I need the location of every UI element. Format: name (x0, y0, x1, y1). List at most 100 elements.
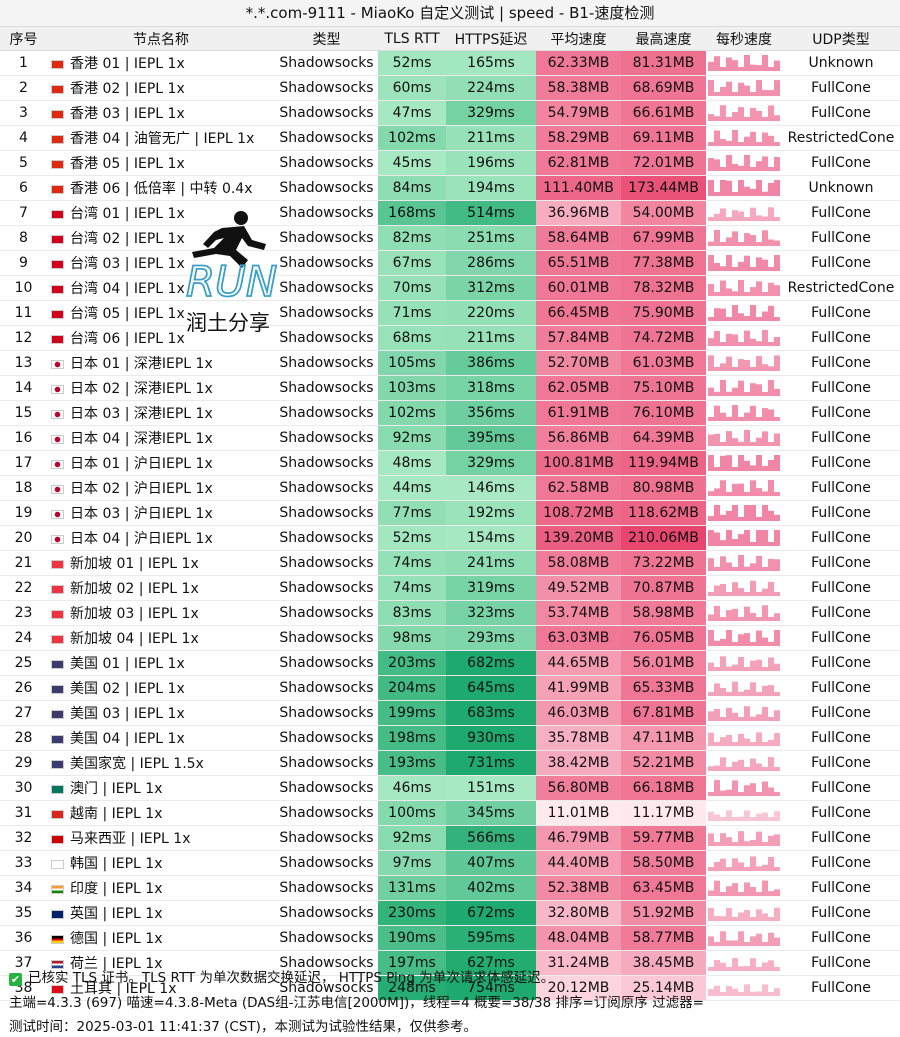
sparkline-bar (756, 692, 762, 696)
sparkline-bar (714, 467, 720, 471)
row-index: 33 (0, 850, 47, 876)
node-type: Shadowsocks (275, 475, 378, 501)
sparkline-bar (768, 960, 774, 971)
speed-sparkline (706, 650, 782, 676)
sparkline-bar (774, 514, 780, 521)
sparkline-bar (762, 962, 768, 971)
sparkline-bar (732, 112, 738, 121)
sparkline-bar (768, 717, 774, 721)
sparkline-bar (744, 530, 750, 546)
sparkline-bar (768, 105, 774, 121)
sparkline-bar (744, 492, 750, 496)
sparkline-bar (720, 308, 726, 321)
us-flag-icon (51, 709, 64, 719)
udp-type: FullCone (782, 375, 900, 401)
max-speed: 58.50MB (621, 850, 706, 876)
speed-sparkline-chart (708, 405, 780, 421)
row-index: 6 (0, 175, 47, 201)
sparkline-bar (756, 617, 762, 621)
sparkline-bar (738, 441, 744, 446)
sparkline-bar (768, 366, 774, 371)
sparkline-bar (744, 233, 750, 246)
table-row: 38 土耳其 | IEPL 1x Shadowsocks 248ms 754ms 20.1… (0, 975, 900, 1001)
col-persec-header: 每秒速度 (706, 27, 782, 51)
sparkline-bar (720, 717, 726, 721)
table-row: 1 香港 01 | IEPL 1x Shadowsocks 52ms 165ms 62.3… (0, 50, 900, 76)
sparkline-bar (726, 810, 732, 821)
sparkline-bar (738, 912, 744, 921)
sparkline-bar (744, 505, 750, 521)
table-row: 19 日本 03 | 沪日IEPL 1x Shadowsocks 77ms 192ms 1… (0, 500, 900, 526)
https-latency: 318ms (446, 375, 536, 401)
sparkline-bar (762, 781, 768, 796)
sparkline-bar (720, 67, 726, 71)
us-flag-icon (51, 734, 64, 744)
speed-sparkline (706, 275, 782, 301)
sparkline-bar (762, 156, 768, 171)
tls-rtt: 83ms (378, 600, 446, 626)
jp-flag-icon (51, 509, 64, 519)
node-type: Shadowsocks (275, 775, 378, 801)
sparkline-bar (756, 437, 762, 446)
sparkline-bar (774, 80, 780, 96)
sparkline-bar (750, 267, 756, 271)
sparkline-bar (726, 767, 732, 771)
avg-speed: 58.64MB (536, 225, 621, 251)
https-latency: 345ms (446, 800, 536, 826)
udp-type: FullCone (782, 725, 900, 751)
speed-sparkline (706, 550, 782, 576)
row-index: 9 (0, 250, 47, 276)
sparkline-bar (750, 305, 756, 321)
udp-type: FullCone (782, 300, 900, 326)
sparkline-bar (750, 92, 756, 96)
jp-flag-icon (51, 459, 64, 469)
sg-flag-icon (51, 584, 64, 594)
sparkline-bar (726, 81, 732, 96)
sparkline-bar (774, 492, 780, 496)
sparkline-bar (714, 765, 720, 771)
avg-speed: 32.80MB (536, 900, 621, 926)
sparkline-bar (708, 455, 714, 471)
sparkline-bar (744, 706, 750, 721)
max-speed: 67.81MB (621, 700, 706, 726)
table-row: 10 台湾 04 | IEPL 1x Shadowsocks 70ms 312ms 60.… (0, 275, 900, 301)
avg-speed: 63.03MB (536, 625, 621, 651)
hk-flag-icon (51, 84, 64, 94)
sparkline-bar (714, 640, 720, 646)
sparkline-bar (714, 92, 720, 96)
node-type: Shadowsocks (275, 200, 378, 226)
sparkline-bar (744, 592, 750, 596)
node-name-text: 荷兰 | IEPL 1x (70, 956, 163, 972)
node-name-text: 香港 03 | IEPL 1x (70, 106, 185, 122)
sparkline-bar (762, 984, 768, 996)
footer-line-2: 主端=4.3.3 (697) 喵速=4.3.8-Meta (DAS组-江苏电信[… (9, 995, 704, 1011)
node-name-text: 英国 | IEPL 1x (70, 906, 163, 922)
sparkline-bar (714, 130, 720, 146)
sparkline-bar (744, 667, 750, 671)
sparkline-bar (714, 708, 720, 721)
sparkline-bar (708, 811, 714, 821)
sparkline-bar (744, 55, 750, 71)
us-flag-icon (51, 684, 64, 694)
sparkline-bar (744, 330, 750, 346)
sparkline-bar (756, 892, 762, 896)
speed-sparkline (706, 600, 782, 626)
https-latency: 196ms (446, 150, 536, 176)
row-index: 24 (0, 625, 47, 651)
table-row: 8 台湾 02 | IEPL 1x Shadowsocks 82ms 251ms 58.6… (0, 225, 900, 251)
sparkline-bar (756, 180, 762, 196)
table-row: 34 印度 | IEPL 1x Shadowsocks 131ms 402ms 52.38… (0, 875, 900, 901)
sparkline-bar (726, 333, 732, 346)
node-name-text: 土耳其 | IEPL 1x (70, 981, 177, 997)
sparkline-bar (750, 367, 756, 371)
row-index: 13 (0, 350, 47, 376)
tls-rtt: 74ms (378, 550, 446, 576)
table-row: 32 马来西亚 | IEPL 1x Shadowsocks 92ms 566ms 46.7… (0, 825, 900, 851)
sparkline-bar (756, 455, 762, 471)
sparkline-bar (708, 792, 714, 796)
sparkline-bar (774, 217, 780, 221)
sparkline-bar (774, 285, 780, 296)
node-name-text: 香港 02 | IEPL 1x (70, 81, 185, 97)
sparkline-bar (708, 766, 714, 771)
sparkline-bar (714, 213, 720, 221)
